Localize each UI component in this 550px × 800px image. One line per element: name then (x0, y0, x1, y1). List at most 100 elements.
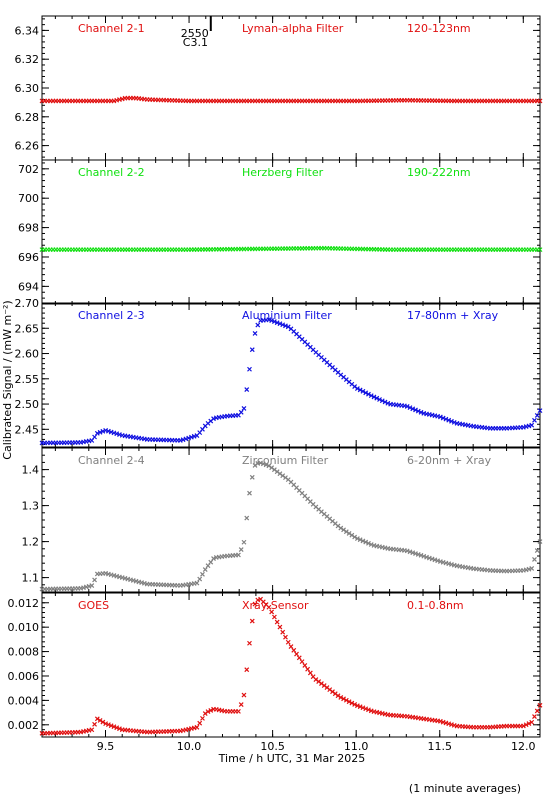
data-point (94, 430, 100, 436)
data-point (338, 525, 344, 531)
data-point (343, 529, 349, 535)
data-point (108, 723, 114, 729)
panel-channel-label: Channel 2-1 (78, 22, 145, 35)
y-tick-label: 6.26 (15, 140, 40, 153)
data-point (197, 576, 203, 582)
data-point (274, 619, 280, 625)
panel-channel-label: Channel 2-4 (78, 454, 145, 467)
y-tick-label: 2.45 (15, 423, 40, 436)
y-tick-label: 700 (18, 192, 39, 205)
series-points (39, 245, 543, 253)
panel-filter-label: Lyman-alpha Filter (242, 22, 344, 35)
data-point (194, 580, 200, 586)
data-point (349, 700, 355, 706)
data-point (200, 715, 205, 721)
data-point (357, 387, 363, 393)
y-tick-label: 1.1 (22, 572, 40, 585)
panel-filter-label: Herzberg Filter (242, 166, 324, 179)
panel-frame (41, 447, 541, 593)
data-point (249, 474, 255, 480)
data-point (537, 408, 543, 414)
data-point (100, 719, 106, 725)
y-tick-label: 6.34 (15, 24, 40, 37)
data-point (274, 320, 280, 326)
data-point (363, 390, 369, 396)
data-point (291, 647, 297, 653)
data-point (335, 693, 341, 699)
data-point (346, 531, 352, 536)
data-point (255, 322, 261, 328)
x-tick-label: 9.5 (97, 740, 115, 753)
series-points (39, 95, 543, 104)
data-point (529, 719, 535, 725)
panel-channel-label: Channel 2-3 (78, 309, 145, 322)
flare-marker-class: C3.1 (183, 36, 208, 49)
data-point (111, 724, 117, 730)
x-tick-label: 12.0 (511, 740, 536, 753)
data-point (354, 536, 360, 541)
data-point (379, 398, 385, 404)
data-point (374, 395, 380, 401)
data-point (269, 609, 275, 615)
y-tick-label: 2.70 (15, 297, 40, 310)
data-point (236, 708, 241, 714)
data-point (377, 397, 382, 402)
data-point (238, 409, 244, 415)
y-tick-label: 0.004 (8, 694, 40, 707)
data-point (89, 583, 95, 589)
data-point (249, 618, 255, 624)
data-point (382, 399, 388, 405)
y-tick-label: 6.28 (15, 111, 40, 124)
data-point (241, 692, 247, 698)
y-tick-label: 698 (18, 222, 39, 235)
y-tick-label: 1.3 (22, 500, 40, 513)
data-point (114, 725, 120, 731)
data-point (354, 386, 360, 391)
y-tick-label: 2.65 (15, 322, 40, 335)
panel-band-label: 6-20nm + Xray (407, 454, 492, 467)
data-point (529, 565, 535, 571)
averaging-note: (1 minute averages) (409, 782, 521, 795)
data-point (523, 722, 529, 728)
data-point (97, 717, 103, 723)
data-point (368, 542, 374, 547)
panel-3: 2.45 2.50 2.55 2.60 2.65 2.70 Channel 2-3 Alumi… (15, 297, 543, 448)
series-points (39, 460, 543, 592)
data-point (532, 557, 537, 562)
panel-band-label: 190-222nm (407, 166, 471, 179)
data-point (208, 707, 214, 713)
data-point (520, 723, 526, 729)
data-point (202, 567, 208, 572)
data-point (440, 415, 446, 421)
chart-panels: 6.26 6.28 6.30 6.32 6.34 Channel 2-1 Lyman-alp… (8, 15, 543, 753)
y-tick-label: 0.010 (8, 621, 40, 634)
data-point (352, 534, 358, 540)
y-tick-label: 6.30 (15, 82, 40, 95)
data-point (338, 694, 344, 700)
y-tick-label: 2.55 (15, 373, 40, 386)
y-tick-label: 2.50 (15, 398, 40, 411)
data-point (407, 405, 413, 411)
data-point (368, 393, 374, 399)
data-point (532, 714, 537, 720)
data-point (352, 702, 358, 707)
data-point (89, 727, 95, 733)
data-point (294, 651, 299, 657)
data-point (354, 703, 360, 709)
data-point (283, 634, 288, 640)
data-point (260, 461, 266, 467)
data-point (244, 515, 250, 521)
data-point (285, 639, 291, 645)
data-point (271, 319, 277, 325)
y-tick-label: 696 (18, 251, 39, 264)
data-point (92, 721, 97, 727)
panel-5: 0.002 0.004 0.006 0.008 0.010 0.012 GOES Xray S… (8, 592, 543, 753)
y-tick-label: 1.4 (22, 464, 40, 477)
data-point (241, 406, 247, 411)
panel-band-label: 120-123nm (407, 22, 471, 35)
data-point (238, 547, 244, 553)
y-tick-label: 1.2 (22, 536, 40, 549)
data-point (537, 539, 543, 545)
data-point (92, 434, 97, 440)
